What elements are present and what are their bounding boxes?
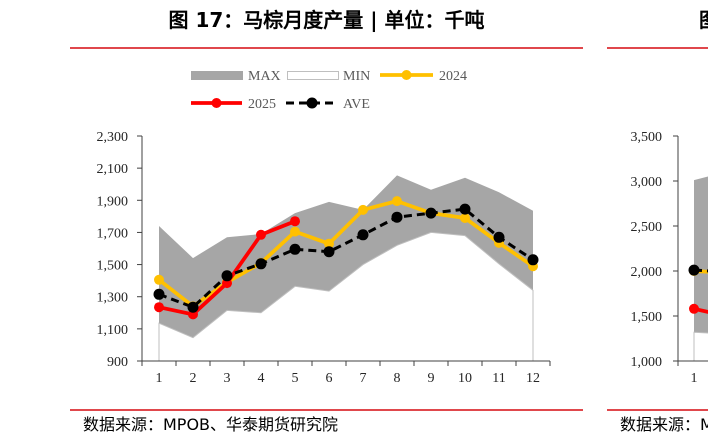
series-point-ave bbox=[153, 288, 165, 300]
series-point-ave bbox=[688, 264, 700, 276]
x-tick-label: 5 bbox=[292, 371, 299, 386]
x-tick-label: 11 bbox=[492, 371, 505, 386]
max-min-range-band bbox=[694, 176, 708, 333]
legend-label-min: MIN bbox=[343, 69, 370, 84]
title-underline-rule bbox=[70, 47, 583, 49]
series-point-ave bbox=[221, 270, 233, 282]
series-point-2024 bbox=[358, 204, 368, 215]
legend-swatch-max bbox=[191, 71, 243, 80]
legend-label-ave: AVE bbox=[343, 97, 370, 112]
y-tick-label: 1,500 bbox=[97, 259, 129, 274]
series-point-ave bbox=[459, 203, 471, 215]
legend-key-2024-marker bbox=[401, 70, 412, 80]
x-tick-label: 9 bbox=[428, 371, 435, 386]
y-tick-label: 2,100 bbox=[97, 162, 129, 177]
legend-swatch-min bbox=[287, 71, 339, 80]
y-tick-label: 2,500 bbox=[631, 220, 663, 235]
x-tick-label: 4 bbox=[258, 371, 265, 386]
series-point-2024 bbox=[392, 196, 402, 207]
y-tick-label: 1,500 bbox=[631, 310, 663, 325]
series-point-2025 bbox=[689, 303, 699, 314]
figure-title: 图 17：马棕月度产量 | 单位：千吨 bbox=[168, 8, 485, 32]
y-tick-label: 2,300 bbox=[97, 130, 129, 145]
title-underline-rule-cropped bbox=[607, 47, 708, 49]
x-tick-label: 6 bbox=[326, 371, 333, 386]
series-point-2024 bbox=[324, 238, 334, 249]
legend: MAX MIN 2024 2025 AVE bbox=[191, 69, 467, 112]
series-point-ave bbox=[357, 229, 369, 241]
x-tick-label: 1 bbox=[691, 371, 698, 386]
series-point-ave bbox=[289, 243, 301, 255]
series-point-2024 bbox=[154, 274, 164, 285]
figure-17-panel: 图 17：马棕月度产量 | 单位：千吨 MAX MIN 2024 2025 AVE 900… bbox=[70, 8, 583, 434]
next-figure-panel-cropped: 图 1,000 1,500 2,000 2,500 3,000 3,500 1 数据来源：M bbox=[600, 0, 708, 444]
y-tick-label: 1,900 bbox=[97, 194, 129, 209]
series-point-2025 bbox=[256, 229, 266, 240]
y-tick-label: 1,100 bbox=[97, 323, 129, 338]
series-line-ave bbox=[158, 207, 534, 309]
y-tick-label: 900 bbox=[107, 355, 128, 370]
legend-key-2025-marker bbox=[211, 98, 222, 108]
y-tick-label: 1,000 bbox=[631, 355, 663, 370]
min-area bbox=[158, 231, 534, 362]
series-point-ave bbox=[255, 258, 267, 270]
x-tick-label: 2 bbox=[190, 371, 197, 386]
series-point-ave bbox=[527, 254, 539, 266]
y-tick-label: 1,700 bbox=[97, 226, 129, 241]
x-tick-label: 3 bbox=[224, 371, 231, 386]
data-source-note-cropped: 数据来源：M bbox=[620, 415, 708, 434]
series-point-ave bbox=[323, 246, 335, 258]
data-source-note: 数据来源：MPOB、华泰期货研究院 bbox=[83, 415, 339, 434]
series-point-ave bbox=[391, 211, 403, 223]
plot-area: 1,000 1,500 2,000 2,500 3,000 3,500 1 bbox=[631, 130, 708, 386]
y-tick-label: 1,300 bbox=[97, 291, 129, 306]
cropped-second-chart: 1,000 1,500 2,000 2,500 3,000 3,500 1 bbox=[631, 130, 708, 386]
series-point-2024 bbox=[290, 226, 300, 237]
y-tick-label: 3,000 bbox=[631, 175, 663, 190]
x-tick-label: 7 bbox=[360, 371, 367, 386]
figure-title-cropped: 图 bbox=[699, 7, 708, 33]
palm-oil-monthly-production-chart: MAX MIN 2024 2025 AVE 900 1,100 1,300 1,500 1,700… bbox=[97, 69, 551, 386]
series-point-2024 bbox=[460, 213, 470, 223]
series-point-ave bbox=[493, 231, 505, 243]
x-tick-label: 10 bbox=[458, 371, 472, 386]
y-tick-label: 3,500 bbox=[631, 130, 663, 145]
min-area bbox=[693, 331, 708, 362]
series-point-2025 bbox=[154, 302, 164, 313]
series-line-2025 bbox=[693, 306, 708, 314]
legend-label-max: MAX bbox=[248, 69, 281, 84]
source-divider-rule bbox=[70, 409, 583, 411]
source-divider-rule-cropped bbox=[607, 409, 708, 411]
series-point-ave bbox=[425, 207, 437, 219]
x-tick-label: 8 bbox=[394, 371, 401, 386]
series-point-ave bbox=[187, 301, 199, 313]
legend-label-2025: 2025 bbox=[248, 97, 276, 112]
legend-label-2024: 2024 bbox=[439, 69, 467, 84]
series-point-2025 bbox=[290, 216, 300, 227]
y-tick-label: 2,000 bbox=[631, 265, 663, 280]
x-tick-label: 12 bbox=[526, 371, 540, 386]
legend-key-ave-marker bbox=[306, 97, 318, 109]
x-tick-label: 1 bbox=[156, 371, 163, 386]
